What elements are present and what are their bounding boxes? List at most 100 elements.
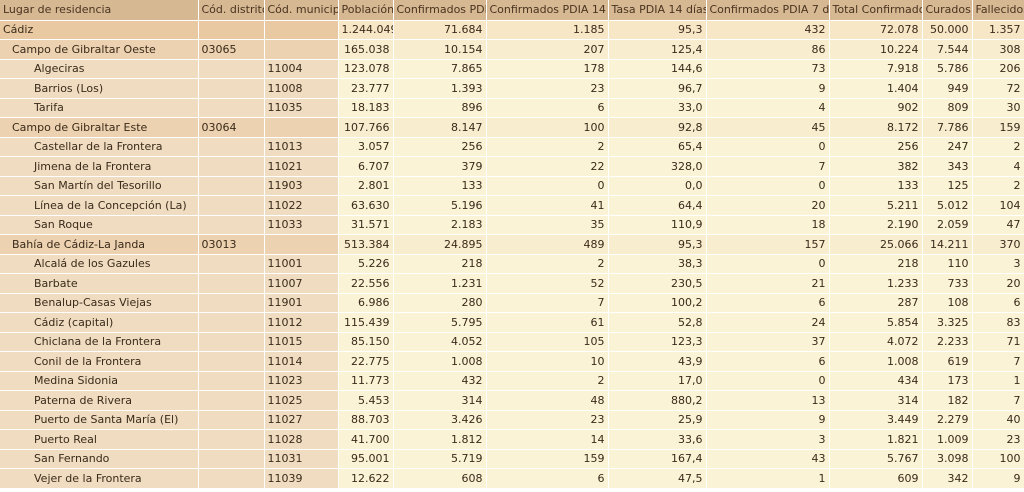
column-header[interactable]: Total Confirmados bbox=[829, 0, 923, 21]
table-row[interactable]: Conil de la Frontera 11014 22.775 1.008 10 43… bbox=[0, 351, 1024, 372]
district-code-cell bbox=[198, 293, 265, 313]
column-header[interactable]: Cód. municipio bbox=[264, 0, 339, 21]
value-cell: 10 bbox=[486, 351, 609, 372]
table-row[interactable]: Alcalá de los Gazules 11001 5.226 218 2 38,3 0… bbox=[0, 254, 1024, 274]
column-header[interactable]: Fallecidos bbox=[972, 0, 1024, 21]
table-row[interactable]: Barbate 11007 22.556 1.231 52 230,5 21 1.233 733… bbox=[0, 273, 1024, 294]
district-code-cell bbox=[198, 312, 265, 333]
place-name: Jimena de la Frontera bbox=[34, 159, 152, 173]
value-cell: 23 bbox=[972, 429, 1024, 450]
value-cell: 173 bbox=[922, 371, 973, 391]
municipality-code-cell: 11025 bbox=[264, 390, 339, 411]
value-cell: 47 bbox=[972, 215, 1024, 235]
district-code-cell bbox=[198, 429, 265, 450]
value-cell: 100 bbox=[486, 117, 609, 138]
column-header[interactable]: Cód. distrito bbox=[198, 0, 265, 21]
value-cell: 22.556 bbox=[338, 273, 394, 294]
table-row[interactable]: Algeciras 11004 123.078 7.865 178 144,6 73 7.91… bbox=[0, 59, 1024, 79]
value-cell: 83 bbox=[972, 312, 1024, 333]
value-cell: 6.707 bbox=[338, 156, 394, 177]
district-code-cell bbox=[198, 390, 265, 411]
place-name: Medina Sidonia bbox=[34, 374, 119, 388]
column-header[interactable]: Lugar de residencia bbox=[0, 0, 199, 21]
table-row[interactable]: Puerto Real 11028 41.700 1.812 14 33,6 3 1.821 1… bbox=[0, 429, 1024, 450]
value-cell: 133 bbox=[829, 176, 923, 196]
value-cell: 110,9 bbox=[608, 215, 707, 235]
table-row[interactable]: Chiclana de la Frontera 11015 85.150 4.052 1… bbox=[0, 332, 1024, 352]
value-cell: 92,8 bbox=[608, 117, 707, 138]
value-cell: 23 bbox=[486, 78, 609, 99]
value-cell: 308 bbox=[972, 39, 1024, 60]
table-row[interactable]: San Martín del Tesorillo 11903 2.801 133 0 0,… bbox=[0, 176, 1024, 196]
value-cell: 247 bbox=[922, 137, 973, 157]
value-cell: 21 bbox=[706, 273, 830, 294]
place-name: Campo de Gibraltar Oeste bbox=[12, 42, 156, 56]
table-row[interactable]: Línea de la Concepción (La) 11022 63.630 5.… bbox=[0, 195, 1024, 216]
table-row[interactable]: Puerto de Santa María (El) 11027 88.703 3.4… bbox=[0, 410, 1024, 430]
column-header[interactable]: Tasa PDIA 14 días bbox=[608, 0, 707, 21]
value-cell: 1.009 bbox=[922, 429, 973, 450]
municipality-code-cell: 11039 bbox=[264, 468, 339, 489]
table-row[interactable]: Medina Sidonia 11023 11.773 432 2 17,0 0 434 173… bbox=[0, 371, 1024, 391]
place-name: Paterna de Rivera bbox=[34, 393, 132, 407]
table-row[interactable]: Campo de Gibraltar Oeste 03065 165.038 10.1… bbox=[0, 39, 1024, 60]
value-cell: 5.719 bbox=[393, 449, 487, 469]
value-cell: 63.630 bbox=[338, 195, 394, 216]
municipality-code-cell bbox=[264, 39, 339, 60]
value-cell: 4.052 bbox=[393, 332, 487, 352]
value-cell: 2 bbox=[486, 254, 609, 274]
municipality-code-cell bbox=[264, 20, 339, 40]
column-header[interactable]: Confirmados PDIA bbox=[393, 0, 487, 21]
value-cell: 104 bbox=[972, 195, 1024, 216]
district-code-cell: 03013 bbox=[198, 234, 265, 255]
value-cell: 30 bbox=[972, 98, 1024, 118]
table-row[interactable]: Barrios (Los) 11008 23.777 1.393 23 96,7 9 1.40… bbox=[0, 78, 1024, 99]
value-cell: 167,4 bbox=[608, 449, 707, 469]
value-cell: 12.622 bbox=[338, 468, 394, 489]
table-row[interactable]: Tarifa 11035 18.183 896 6 33,0 4 902 809 30 bbox=[0, 98, 1024, 118]
value-cell: 2.190 bbox=[829, 215, 923, 235]
column-header[interactable]: Población bbox=[338, 0, 394, 21]
value-cell: 20 bbox=[706, 195, 830, 216]
place-name-cell: Paterna de Rivera bbox=[0, 390, 199, 411]
place-name-cell: Puerto Real bbox=[0, 429, 199, 450]
value-cell: 489 bbox=[486, 234, 609, 255]
table-row[interactable]: Cádiz (capital) 11012 115.439 5.795 61 52,8 24… bbox=[0, 312, 1024, 333]
table-row[interactable]: Benalup-Casas Viejas 11901 6.986 280 7 100,2 6… bbox=[0, 293, 1024, 313]
column-header[interactable]: Confirmados PDIA 14 días bbox=[486, 0, 609, 21]
value-cell: 809 bbox=[922, 98, 973, 118]
table-row[interactable]: Vejer de la Frontera 11039 12.622 608 6 47,5 1… bbox=[0, 468, 1024, 489]
table-row[interactable]: San Fernando 11031 95.001 5.719 159 167,4 43 5.… bbox=[0, 449, 1024, 469]
value-cell: 2.059 bbox=[922, 215, 973, 235]
value-cell: 256 bbox=[829, 137, 923, 157]
table-row[interactable]: Castellar de la Frontera 11013 3.057 256 2 65… bbox=[0, 137, 1024, 157]
municipality-code-cell: 11022 bbox=[264, 195, 339, 216]
place-name: Benalup-Casas Viejas bbox=[34, 296, 152, 310]
value-cell: 123,3 bbox=[608, 332, 707, 352]
table-row[interactable]: Jimena de la Frontera 11021 6.707 379 22 328,… bbox=[0, 156, 1024, 177]
table-row[interactable]: Cádiz 1.244.049 71.684 1.185 95,3 432 72.078 50… bbox=[0, 20, 1024, 40]
value-cell: 125 bbox=[922, 176, 973, 196]
column-header[interactable]: Curados bbox=[922, 0, 973, 21]
value-cell: 5.226 bbox=[338, 254, 394, 274]
column-header[interactable]: Confirmados PDIA 7 días bbox=[706, 0, 830, 21]
value-cell: 314 bbox=[393, 390, 487, 411]
value-cell: 2 bbox=[486, 371, 609, 391]
table-row[interactable]: Paterna de Rivera 11025 5.453 314 48 880,2 13 3… bbox=[0, 390, 1024, 411]
place-name-cell: Chiclana de la Frontera bbox=[0, 332, 199, 352]
table-row[interactable]: Campo de Gibraltar Este 03064 107.766 8.147… bbox=[0, 117, 1024, 138]
value-cell: 52,8 bbox=[608, 312, 707, 333]
municipality-code-cell: 11901 bbox=[264, 293, 339, 313]
value-cell: 159 bbox=[486, 449, 609, 469]
district-code-cell bbox=[198, 273, 265, 294]
value-cell: 218 bbox=[393, 254, 487, 274]
value-cell: 0 bbox=[706, 371, 830, 391]
value-cell: 2 bbox=[972, 176, 1024, 196]
table-row[interactable]: San Roque 11033 31.571 2.183 35 110,9 18 2.190 2… bbox=[0, 215, 1024, 235]
municipality-code-cell: 11014 bbox=[264, 351, 339, 372]
municipality-code-cell bbox=[264, 117, 339, 138]
table-row[interactable]: Bahía de Cádiz-La Janda 03013 513.384 24.89… bbox=[0, 234, 1024, 255]
place-name-cell: Campo de Gibraltar Oeste bbox=[0, 39, 199, 60]
value-cell: 1.008 bbox=[393, 351, 487, 372]
